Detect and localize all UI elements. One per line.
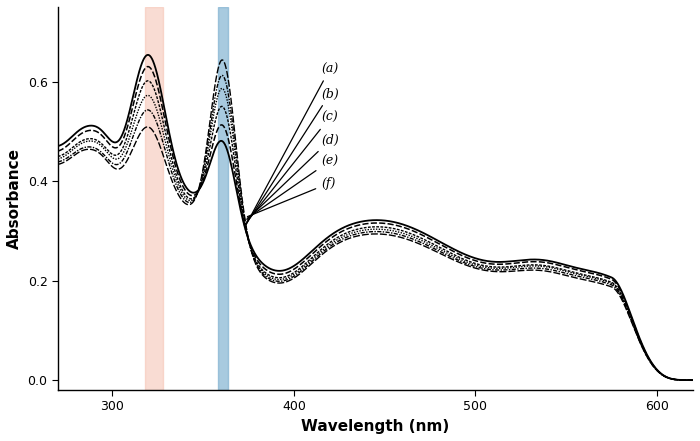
Y-axis label: Absorbance: Absorbance — [7, 148, 22, 249]
Text: (e): (e) — [247, 155, 338, 218]
X-axis label: Wavelength (nm): Wavelength (nm) — [302, 419, 449, 434]
Text: (d): (d) — [247, 134, 339, 220]
Text: (b): (b) — [246, 87, 339, 224]
Text: (c): (c) — [246, 112, 338, 222]
Text: (a): (a) — [246, 63, 338, 224]
Text: (f): (f) — [247, 177, 335, 217]
Bar — [218, 7, 228, 390]
Bar — [145, 7, 163, 390]
